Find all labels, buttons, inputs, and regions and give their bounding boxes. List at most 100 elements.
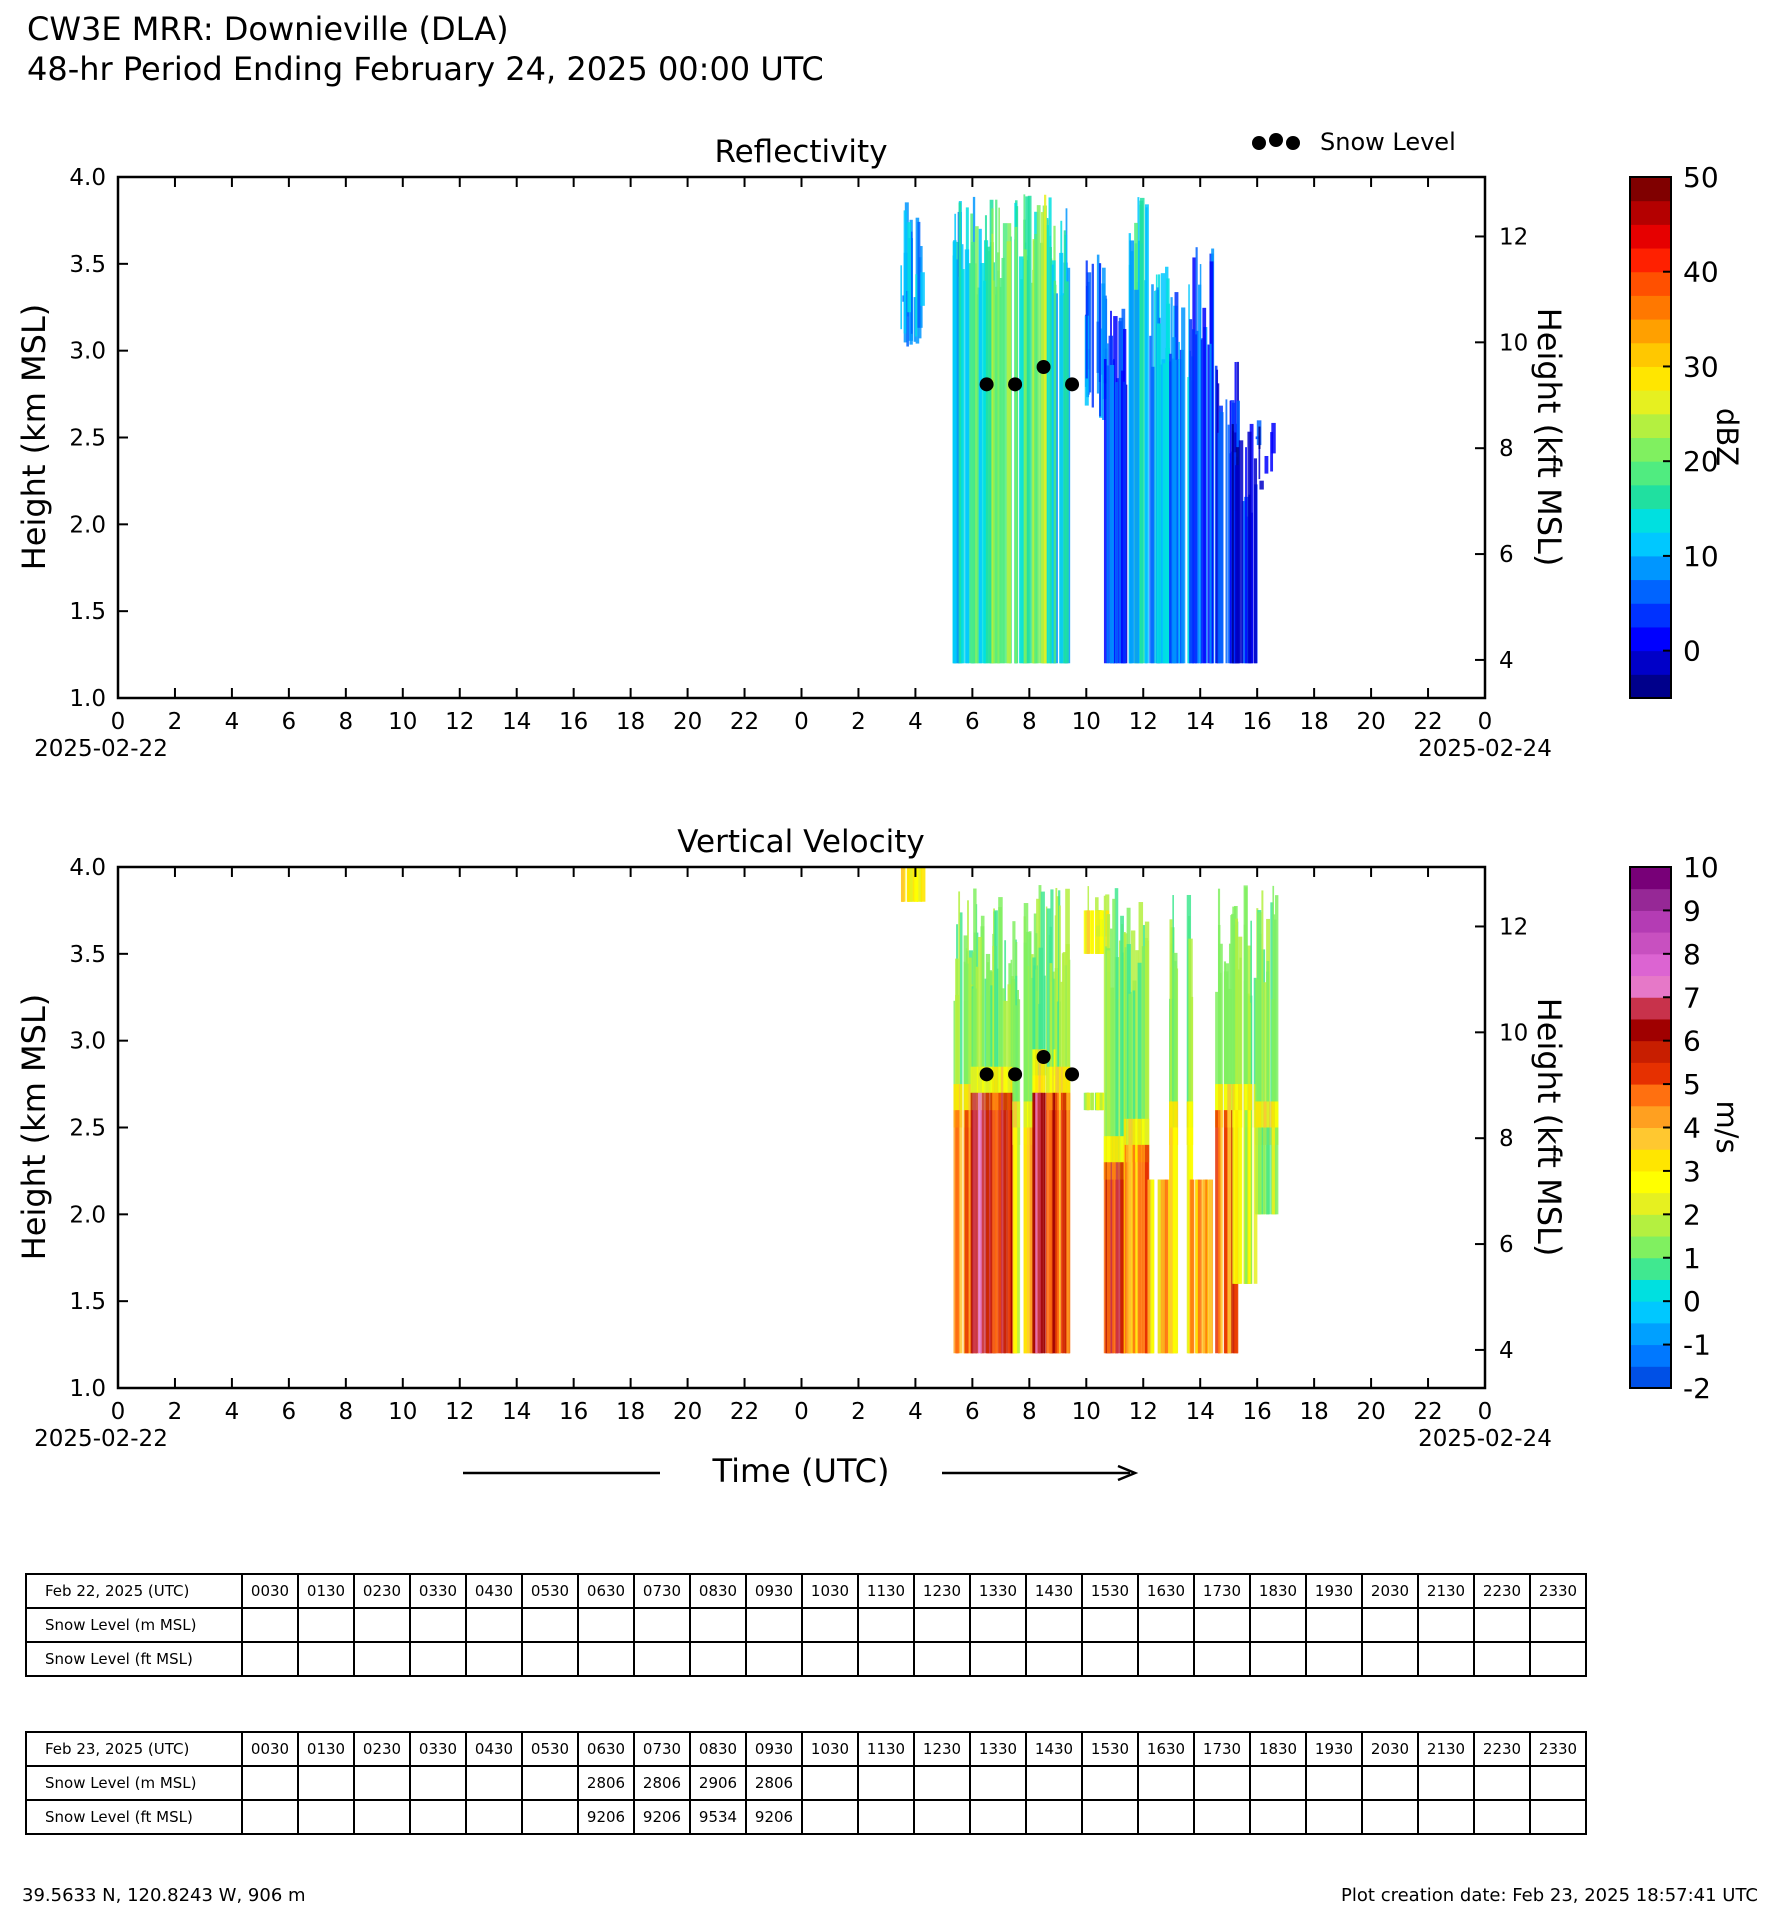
velocity-cell <box>1110 1136 1113 1180</box>
x-tick-label: 2 <box>168 1399 183 1425</box>
colorbar-tick-label: -2 <box>1683 1372 1711 1405</box>
table-value-cell <box>241 1799 299 1835</box>
velocity-cell <box>1106 1162 1111 1354</box>
velocity-cell <box>1275 1127 1279 1215</box>
velocity-cell <box>1052 978 1056 1076</box>
velocity-cell <box>1045 906 1048 1076</box>
table-value-cell <box>1305 1799 1363 1835</box>
table-header-row: Feb 23, 2025 (UTC) 0030 0130 0230 0330 0430 0… <box>25 1731 1587 1767</box>
velocity-cell <box>920 867 926 902</box>
table-value-cell: 9206 <box>577 1799 635 1835</box>
x-tick-label: 8 <box>339 1399 354 1425</box>
reflectivity-cell <box>1129 240 1135 664</box>
table-value-cell <box>801 1799 859 1835</box>
colorbar-tick-label: 0 <box>1683 1285 1701 1318</box>
colorbar-segment <box>1630 867 1671 890</box>
table-time-cell: 0130 <box>297 1731 355 1767</box>
table-time-cell: 0230 <box>353 1573 411 1609</box>
table-time-cell: 1030 <box>801 1731 859 1767</box>
velocity-cell <box>1236 969 1241 1111</box>
velocity-cell <box>1248 1110 1251 1284</box>
velocity-cell <box>1200 1179 1206 1354</box>
y-tick-label: 2.5 <box>69 426 106 452</box>
velocity-cell <box>977 936 982 1093</box>
velocity-cell <box>992 982 994 1093</box>
chart-title-period: 48-hr Period Ending February 24, 2025 00… <box>27 50 824 88</box>
reflectivity-cell <box>1139 200 1144 664</box>
table-value-cell <box>689 1607 747 1643</box>
reflectivity-field <box>900 194 1276 664</box>
reflectivity-cell <box>1001 257 1005 664</box>
table-time-cell: 2230 <box>1473 1731 1531 1767</box>
table-value-cell <box>969 1641 1027 1677</box>
velocity-cell <box>1003 1092 1008 1354</box>
y-tick-label: 3.0 <box>69 339 106 365</box>
table-value-cell: 9206 <box>633 1799 691 1835</box>
x-tick-label: 4 <box>225 1399 240 1425</box>
velocity-cell <box>1188 938 1193 1128</box>
reflectivity-cell <box>956 259 958 664</box>
table-value-cell <box>409 1607 467 1643</box>
velocity-cell <box>1132 990 1136 1145</box>
table-value-cell <box>521 1607 579 1643</box>
table-value-cell <box>1417 1607 1475 1643</box>
velocity-cell <box>1218 1110 1223 1354</box>
table-time-cell: 0230 <box>353 1731 411 1767</box>
snow-level-marker <box>1008 1067 1023 1082</box>
x-tick-label: 10 <box>1072 709 1101 735</box>
x-tick-label: 12 <box>1129 709 1158 735</box>
reflectivity-cell <box>960 269 965 664</box>
x-tick-label: 18 <box>1299 709 1328 735</box>
snow-level-marker <box>1036 1049 1051 1064</box>
table-value-cell <box>801 1607 859 1643</box>
reflectivity-cell <box>1271 422 1276 454</box>
velocity-cell <box>959 1110 963 1354</box>
velocity-cell <box>1128 1118 1132 1163</box>
x-tick-label: 0 <box>794 1399 809 1425</box>
snow-level-legend: Snow Level <box>1252 128 1456 156</box>
table-time-cell: 1430 <box>1025 1731 1083 1767</box>
table-value-cell <box>241 1765 299 1801</box>
reflectivity-cell <box>1114 382 1118 664</box>
table-row-feet: Snow Level (ft MSL) <box>25 1641 1587 1677</box>
velocity-cell <box>1218 1110 1221 1354</box>
velocity-cell <box>1271 1101 1275 1145</box>
x-tick-label: 16 <box>1243 709 1272 735</box>
reflectivity-cell <box>992 280 996 664</box>
table-value-cell <box>577 1641 635 1677</box>
velocity-cell <box>955 1110 960 1354</box>
x-tick-label: 18 <box>1299 1399 1328 1425</box>
velocity-cell <box>1045 1092 1048 1354</box>
table-value-cell <box>969 1765 1027 1801</box>
velocity-cell <box>1266 1101 1270 1145</box>
velocity-cell <box>1223 971 1229 1111</box>
table-time-cell: 0530 <box>521 1731 579 1767</box>
velocity-cell <box>1055 1092 1058 1354</box>
table-value-cell <box>1473 1641 1531 1677</box>
velocity-cell <box>968 1084 972 1128</box>
velocity-cell <box>1227 1110 1233 1354</box>
reflectivity-cell <box>991 233 994 664</box>
velocity-cell <box>1032 1092 1036 1354</box>
colorbar-segment <box>1630 975 1671 998</box>
velocity-cell <box>1112 1162 1116 1354</box>
velocity-cell <box>1065 944 1070 1093</box>
colorbar-segment <box>1630 390 1671 415</box>
reflectivity-cell <box>1264 455 1269 474</box>
x-tick-label: 6 <box>282 1399 297 1425</box>
table-value-cell <box>1249 1607 1307 1643</box>
velocity-cell <box>1137 1118 1142 1163</box>
velocity-cell <box>1003 1066 1008 1111</box>
x-tick-label: 8 <box>339 709 354 735</box>
table-value-cell <box>1249 1641 1307 1677</box>
velocity-cell <box>1046 1066 1051 1111</box>
velocity-cell <box>958 891 961 1111</box>
velocity-cell <box>1188 1101 1193 1145</box>
reflectivity-cell <box>1227 424 1230 664</box>
table-time-cell: 1830 <box>1249 1573 1307 1609</box>
colorbar-tick-label: 10 <box>1683 540 1719 573</box>
velocity-cell <box>968 957 972 1111</box>
velocity-cell <box>1010 959 1013 1093</box>
velocity-cell <box>1032 957 1036 1076</box>
table-date-cell: Feb 22, 2025 (UTC) <box>25 1573 243 1609</box>
